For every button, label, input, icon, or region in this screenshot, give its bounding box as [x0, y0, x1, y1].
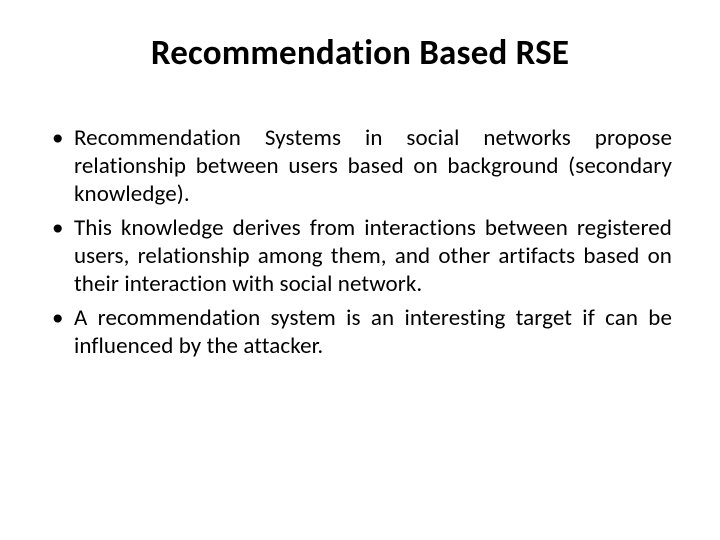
slide: Recommendation Based RSE Recommendation …	[0, 0, 720, 540]
list-item: Recommendation Systems in social network…	[48, 124, 672, 208]
bullet-list: Recommendation Systems in social network…	[48, 124, 672, 360]
list-item: This knowledge derives from interactions…	[48, 214, 672, 298]
list-item: A recommendation system is an interestin…	[48, 304, 672, 360]
slide-title: Recommendation Based RSE	[48, 32, 672, 74]
